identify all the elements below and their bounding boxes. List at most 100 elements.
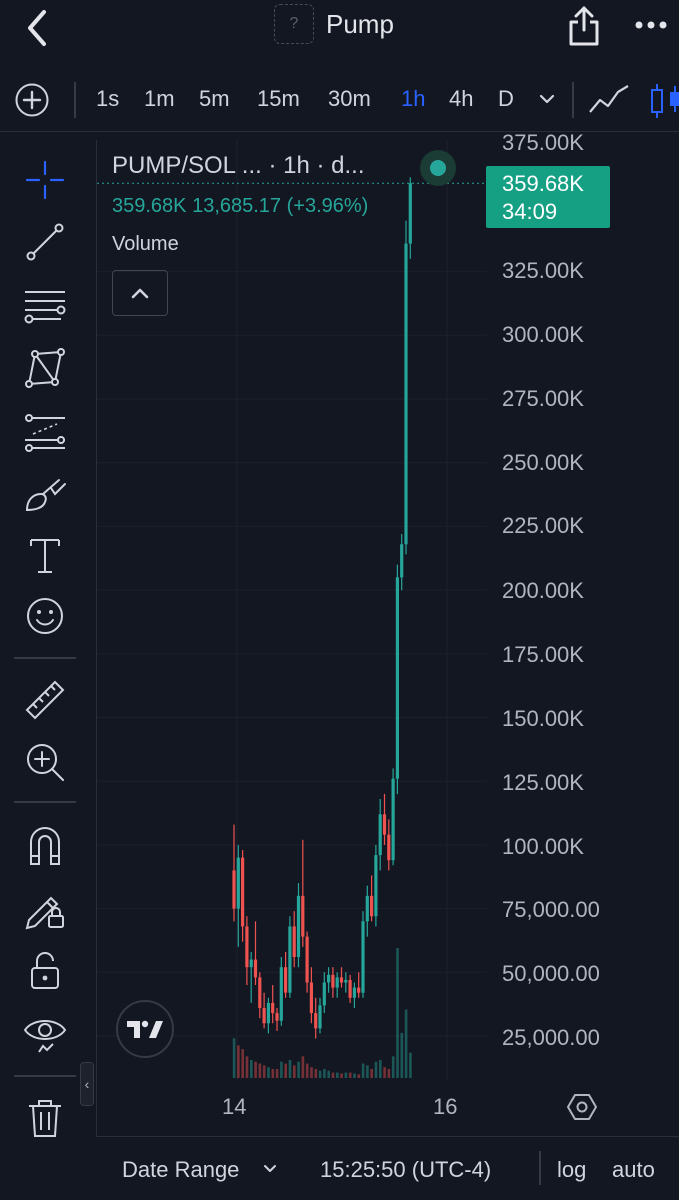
toolbar-collapse-toggle[interactable]: ‹ (80, 1062, 94, 1106)
emoji-tool[interactable] (22, 593, 68, 639)
price-axis-label: 175.00K (502, 642, 584, 667)
market-status-icon[interactable] (420, 150, 456, 186)
candle-body (370, 895, 374, 917)
pattern-tool[interactable] (22, 345, 68, 391)
timeframe-30m[interactable]: 30m (328, 86, 371, 111)
candle-body (266, 1002, 270, 1024)
date-range-button[interactable]: Date Range (122, 1157, 240, 1182)
candle-body (361, 921, 365, 993)
candle-body (348, 979, 352, 998)
volume-bar (391, 1056, 395, 1078)
volume-bar (297, 1061, 300, 1078)
toolbar-divider (14, 801, 76, 803)
volume-bar (293, 1065, 296, 1078)
toolbar-divider (14, 1075, 76, 1077)
volume-bar (267, 1067, 270, 1078)
chart-pane[interactable] (96, 140, 679, 1200)
volume-bar (254, 1061, 257, 1078)
candle-body (275, 1013, 279, 1021)
candle-body (232, 870, 236, 909)
candle-body (271, 1002, 275, 1014)
trend-line-tool[interactable] (22, 219, 68, 265)
magnet-tool[interactable] (22, 823, 68, 869)
candle-body (408, 183, 412, 244)
volume-bar (383, 1067, 386, 1078)
zoom-in-tool[interactable] (22, 739, 68, 785)
more-dots-icon[interactable] (634, 10, 668, 40)
text-tool[interactable] (22, 533, 68, 579)
chevron-down-icon[interactable] (538, 90, 556, 108)
unlock-tool[interactable] (22, 947, 68, 993)
brush-tool[interactable] (22, 471, 68, 517)
timeframe-d[interactable]: D (498, 86, 514, 111)
timezone-clock[interactable]: 15:25:50 (UTC-4) (320, 1157, 492, 1182)
drawing-toolbar (0, 133, 88, 1200)
candle-body (404, 243, 408, 545)
candle-body (292, 926, 296, 958)
timeframe-1h[interactable]: 1h (401, 86, 426, 111)
page-title: Pump (326, 8, 394, 39)
pattern-icon (25, 348, 65, 388)
fib-retracement-tool[interactable] (22, 283, 68, 329)
candle-body (382, 814, 387, 835)
prediction-tool[interactable] (22, 409, 68, 455)
candle-body (279, 967, 283, 1021)
price-chart[interactable] (97, 140, 679, 1140)
legend-symbol[interactable]: PUMP/SOL ... · 1h · d... (112, 152, 365, 179)
back-chevron-icon[interactable] (18, 8, 58, 48)
chevron-down-icon[interactable] (262, 1161, 278, 1177)
candle-body (236, 857, 240, 909)
remove-drawings-tool[interactable] (22, 1095, 68, 1141)
legend-volume[interactable]: Volume (112, 233, 179, 255)
candle-body (245, 926, 249, 968)
plus-circle-icon[interactable] (14, 82, 50, 118)
tradingview-mark (127, 1020, 163, 1038)
ruler-tool[interactable] (22, 677, 68, 723)
trash-icon (29, 1100, 61, 1137)
log-scale-button[interactable]: log (557, 1157, 587, 1182)
toolbar-divider (572, 82, 574, 118)
candle-body (318, 1005, 322, 1029)
text-icon (30, 539, 60, 573)
crosshair-icon (25, 160, 65, 200)
timeframe-15m[interactable]: 15m (257, 86, 300, 111)
price-axis-label: 50,000.00 (502, 961, 600, 986)
volume-bar (314, 1068, 318, 1078)
chevron-up-icon (131, 288, 149, 299)
lock-drawing-tool[interactable] (22, 885, 68, 931)
price-axis-label: 25,000.00 (502, 1025, 600, 1050)
time-axis-label: 14 (222, 1094, 247, 1119)
time-axis-label: 16 (433, 1094, 458, 1119)
volume-bar (387, 1068, 391, 1078)
chart-toolbar: 1s 1m 5m 15m 30m 1h 4h D (0, 64, 679, 132)
volume-bar (301, 1056, 305, 1078)
gear-icon[interactable] (566, 1092, 598, 1122)
legend-collapse-button[interactable] (112, 270, 168, 316)
timeframe-4h[interactable]: 4h (449, 86, 474, 111)
candle-body (241, 857, 245, 927)
candle-body (365, 895, 369, 922)
line-chart-icon[interactable] (588, 84, 630, 118)
timeframe-1s[interactable]: 1s (96, 86, 120, 111)
price-axis-label: 250.00K (502, 450, 584, 475)
volume-bar (348, 1072, 352, 1078)
timeframe-5m[interactable]: 5m (199, 86, 230, 111)
candle-body (400, 544, 404, 578)
candle-body (352, 987, 356, 998)
trend-line-icon (26, 223, 64, 261)
brush-icon (25, 479, 66, 512)
candle-body (357, 987, 361, 993)
tradingview-logo-icon[interactable] (116, 1000, 174, 1058)
auto-scale-button[interactable]: auto (612, 1157, 655, 1182)
candlestick-icon[interactable] (648, 82, 679, 120)
share-icon[interactable] (566, 4, 602, 48)
volume-bar (327, 1070, 330, 1078)
crosshair-tool[interactable] (22, 157, 68, 203)
visibility-tool[interactable] (22, 1009, 68, 1055)
candle-body (309, 982, 313, 1014)
candle-body (344, 979, 348, 983)
price-axis-label: 275.00K (502, 386, 584, 411)
eye-icon (23, 1020, 67, 1053)
candle-body (327, 974, 331, 983)
timeframe-1m[interactable]: 1m (144, 86, 175, 111)
